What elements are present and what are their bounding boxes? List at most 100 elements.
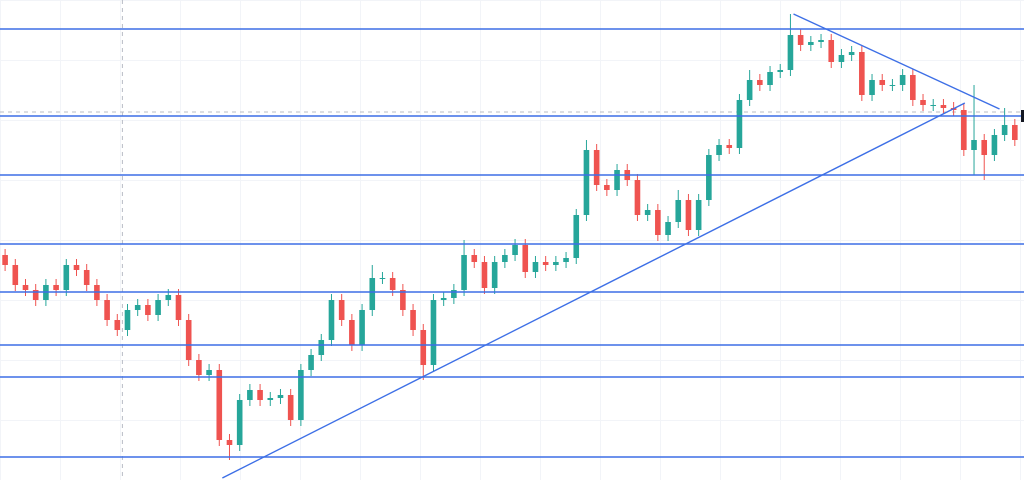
candle-body (206, 370, 212, 375)
candle-body (859, 52, 865, 95)
candle-body (145, 305, 151, 315)
candle-body (359, 310, 365, 345)
candle-body (604, 185, 610, 190)
candle-body (583, 150, 590, 215)
candle-body (63, 265, 70, 290)
candle-body (22, 285, 29, 290)
candle-body (420, 330, 427, 365)
candle-body (308, 355, 314, 370)
candle-body (573, 215, 580, 258)
candle-body (838, 55, 845, 62)
candle-body (818, 40, 824, 42)
candle-body (318, 340, 325, 355)
candle-body (124, 310, 131, 330)
trend-line (793, 13, 1000, 110)
candle-body (777, 70, 784, 72)
candle-body (247, 390, 253, 400)
candle-body (430, 300, 437, 365)
candle-body (879, 80, 886, 85)
candle-body (12, 265, 19, 285)
candle-body (797, 35, 804, 45)
trend-line (222, 102, 966, 479)
candle-body (369, 278, 376, 310)
candle-body (379, 278, 386, 279)
candle-body (899, 75, 906, 85)
candle-body (563, 258, 569, 262)
candle-body (491, 262, 498, 288)
candle-body (522, 245, 529, 272)
candle-body (389, 278, 396, 290)
candle-body (736, 100, 743, 148)
candle-body (410, 310, 416, 330)
candle-body (593, 150, 600, 185)
candle-body (991, 135, 998, 155)
candle-body (726, 145, 733, 148)
candle-body (73, 265, 80, 270)
candle-body (889, 85, 896, 86)
candle-body (134, 305, 141, 310)
candle-body (83, 270, 90, 285)
price-tag (1021, 110, 1024, 122)
candle-body (471, 255, 478, 262)
candle-body (910, 75, 916, 100)
candle-body (1012, 125, 1018, 140)
candle-body (981, 140, 988, 155)
candle-body (665, 222, 671, 235)
candle-body (481, 262, 488, 288)
candle-body (155, 300, 161, 315)
candle-body (267, 398, 274, 400)
candle-body (634, 180, 641, 215)
candle-body (277, 395, 284, 398)
candle-body (216, 370, 223, 440)
candle-body (961, 110, 967, 150)
candle-body (848, 52, 855, 55)
candle-body (349, 320, 355, 345)
candle-body (175, 295, 182, 320)
candle-body (287, 395, 294, 420)
candle-body (971, 140, 977, 150)
candle-body (440, 298, 447, 300)
candle-body (655, 210, 661, 235)
candle-body (1001, 125, 1008, 135)
candle-body (328, 300, 335, 340)
candle-body (930, 105, 937, 106)
candle-body (236, 400, 243, 445)
candle-body (196, 360, 202, 375)
candle-body (757, 80, 763, 85)
candle-body (53, 285, 59, 290)
candle-body (614, 170, 620, 190)
candle-body (716, 145, 722, 155)
candle-body (338, 300, 345, 320)
candle-body (114, 320, 121, 330)
candle-body (695, 200, 702, 230)
candle-body (2, 255, 8, 265)
candle-body (185, 320, 192, 360)
candle-body (940, 105, 947, 108)
candle-body (512, 245, 518, 255)
candle-body (298, 370, 304, 420)
candle-body (675, 200, 682, 222)
candle-body (787, 35, 794, 70)
candle-body (869, 80, 875, 95)
candle-body (553, 262, 559, 265)
candle-body (706, 155, 712, 200)
candle-body (32, 290, 39, 300)
candle-body (542, 262, 549, 265)
candle-body (257, 390, 263, 400)
candle-body (502, 255, 508, 262)
candle-body (808, 42, 814, 45)
candle-body (767, 72, 773, 85)
candle-body (746, 80, 753, 100)
candle-body (104, 300, 110, 320)
candle-body (400, 290, 406, 310)
candle-body (920, 100, 926, 105)
candle-body (461, 255, 467, 290)
candle-body (532, 262, 539, 272)
candle-body (451, 290, 457, 298)
candle-body (226, 440, 233, 445)
candle-body (644, 210, 651, 215)
candle-body (685, 200, 692, 230)
candle-body (165, 295, 172, 300)
